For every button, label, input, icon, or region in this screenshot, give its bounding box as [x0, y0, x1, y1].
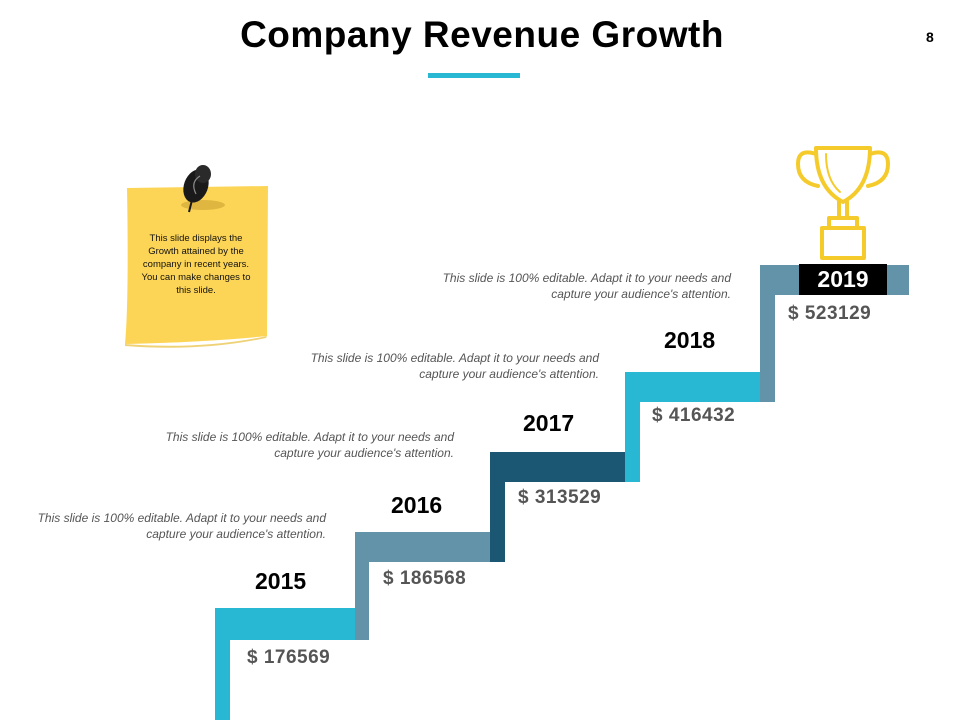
description-2017: This slide is 100% editable. Adapt it to…	[310, 351, 599, 381]
description-2016: This slide is 100% editable. Adapt it to…	[165, 430, 454, 460]
step-2018	[625, 372, 774, 482]
year-label-2019: 2019	[799, 264, 887, 295]
value-2015: $ 176569	[247, 647, 331, 668]
page-title: Company Revenue Growth	[240, 14, 724, 55]
note-text: This slide displays the Growth attained …	[141, 233, 251, 296]
step-2017	[490, 452, 640, 562]
value-2016: $ 186568	[383, 568, 467, 589]
value-2017: $ 313529	[518, 487, 602, 508]
description-2018: This slide is 100% editable. Adapt it to…	[442, 271, 731, 301]
page-number: 8	[926, 29, 934, 45]
value-2019: $ 523129	[788, 303, 872, 324]
title-underline	[428, 73, 520, 78]
step-2015	[215, 608, 355, 720]
step-2016	[355, 532, 505, 640]
year-label-2016: 2016	[391, 492, 443, 518]
year-label-2018: 2018	[664, 327, 716, 353]
value-2018: $ 416432	[652, 405, 736, 426]
trophy-icon	[796, 146, 890, 260]
year-label-2015: 2015	[255, 568, 307, 594]
year-label-2017: 2017	[523, 410, 575, 436]
description-2015: This slide is 100% editable. Adapt it to…	[37, 511, 326, 541]
